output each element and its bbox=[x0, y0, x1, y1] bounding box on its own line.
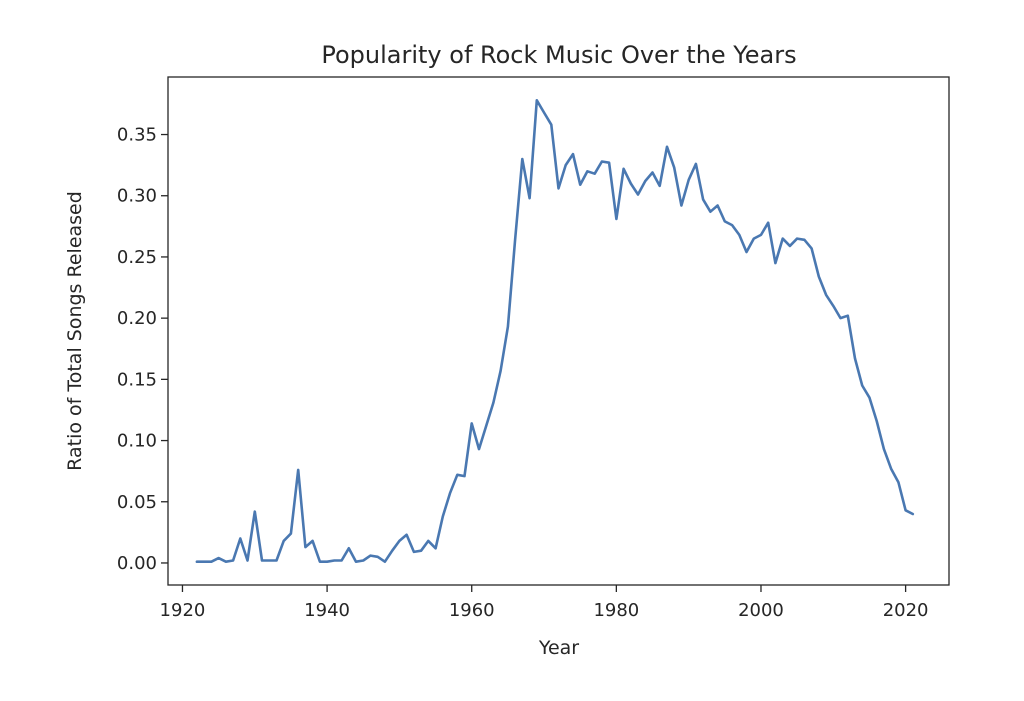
x-tick-label: 2000 bbox=[738, 600, 784, 621]
series-line bbox=[195, 99, 915, 563]
x-tick-label: 1980 bbox=[593, 600, 639, 621]
x-axis-label: Year bbox=[538, 637, 579, 659]
y-axis-ticks: 0.00 0.05 0.10 0.15 0.20 0.25 0.30 0.35 bbox=[117, 125, 168, 574]
x-axis-ticks: 1920 1940 1960 1980 2000 2020 bbox=[160, 585, 929, 621]
x-tick-label: 1960 bbox=[449, 600, 495, 621]
y-tick-label: 0.00 bbox=[117, 553, 157, 574]
chart-title: Popularity of Rock Music Over the Years bbox=[321, 41, 796, 69]
y-tick-label: 0.05 bbox=[117, 492, 157, 513]
y-tick-label: 0.20 bbox=[117, 308, 157, 329]
y-tick-label: 0.35 bbox=[117, 125, 157, 146]
x-tick-label: 1920 bbox=[160, 600, 206, 621]
plot-frame bbox=[167, 76, 950, 586]
y-tick-label: 0.15 bbox=[117, 369, 157, 390]
x-tick-label: 2020 bbox=[883, 600, 929, 621]
x-tick-label: 1940 bbox=[304, 600, 350, 621]
y-tick-label: 0.10 bbox=[117, 431, 157, 452]
y-axis-label: Ratio of Total Songs Released bbox=[64, 191, 86, 471]
y-tick-label: 0.30 bbox=[117, 186, 157, 207]
y-tick-label: 0.25 bbox=[117, 247, 157, 268]
